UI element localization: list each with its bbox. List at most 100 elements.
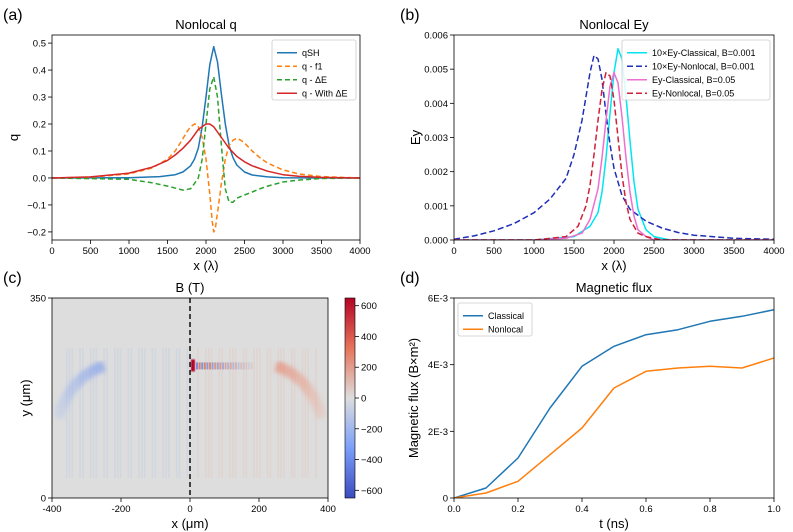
legend-label-1: qSH: [302, 48, 320, 58]
colorbar-tick-label: 600: [361, 301, 377, 312]
x-tick-label: 3500: [723, 246, 744, 257]
series-line-1: [454, 308, 774, 498]
chart-title: Magnetic flux: [576, 280, 653, 295]
x-tick-label: 3000: [272, 246, 293, 257]
heatmap-streak: [232, 348, 234, 478]
heatmap-center-band: [191, 359, 253, 372]
x-tick-label: 1500: [157, 246, 178, 257]
series-line-4: [454, 71, 774, 240]
x-tick-label: 2500: [643, 246, 664, 257]
heatmap-streak: [175, 348, 178, 478]
heatmap-streak: [205, 348, 207, 478]
heatmap-streak: [154, 348, 157, 478]
x-tick-label: 500: [486, 246, 502, 257]
x-tick-label: 0.4: [575, 504, 588, 515]
heatmap-band-cell: [198, 362, 201, 370]
x-tick-label: 0: [451, 246, 456, 257]
heatmap-band-cell: [216, 362, 219, 370]
legend-label-4: q - With ΔE: [302, 89, 348, 99]
heatmap-streak: [162, 348, 164, 478]
x-tick-label: 0.6: [639, 504, 652, 515]
panel-label-a: (a): [3, 7, 23, 24]
x-tick-label: 3500: [311, 246, 332, 257]
heatmap-band-cell: [237, 362, 240, 370]
heatmap-streak: [234, 348, 237, 478]
y-tick-label: 6E-3: [428, 294, 448, 305]
x-tick-label: 400: [320, 504, 336, 515]
y-tick-label: 0: [443, 494, 448, 505]
heatmap-streak: [221, 348, 223, 478]
y-axis-label: Ey: [408, 129, 423, 145]
series-line-1: [454, 47, 774, 240]
heatmap-band-cell: [201, 362, 204, 370]
heatmap-band-cell: [209, 362, 211, 370]
heatmap-band-cell: [229, 362, 232, 370]
heatmap-band-cell: [245, 362, 248, 370]
colorbar: [344, 297, 356, 499]
heatmap-streak: [141, 348, 143, 478]
plot-frame: [453, 297, 775, 499]
y-tick-label: 0: [41, 494, 46, 505]
heatmap-right-arc: [274, 360, 328, 420]
heatmap-streak: [168, 348, 170, 478]
heatmap-band-cell: [240, 362, 243, 370]
heatmap-axes: -400 -200 0 200 400 0 350: [30, 294, 336, 516]
x-tick-label: 1500: [563, 246, 584, 257]
chart-nonlocal-q: Nonlocal q x (λ) q 0 500 1000 1500 2000 2500 3000…: [6, 17, 371, 273]
heatmap-streak: [269, 348, 272, 478]
colorbar-tick-label: −600: [361, 486, 382, 497]
heatmap-streak: [89, 348, 92, 478]
heatmap-streak: [71, 348, 74, 478]
y-tick-label: 0.0: [33, 173, 46, 184]
legend-label-2: q - f1: [302, 62, 323, 72]
heatmap-streak: [114, 348, 116, 478]
heatmap-band-cell: [227, 362, 230, 370]
y-tick-label: 0.4: [33, 66, 46, 77]
y-tick-label: 0.5: [33, 39, 46, 50]
plot-area: [52, 45, 360, 233]
heatmap-streak: [259, 348, 261, 478]
series-line-3: [454, 71, 774, 240]
heatmap-streak: [207, 348, 210, 478]
heatmap-band-cell: [248, 362, 250, 370]
heatmap-streak: [165, 348, 167, 478]
y-tick-label: 350: [30, 294, 46, 305]
series-line-4: [52, 123, 360, 179]
x-tick-label: 1000: [118, 246, 139, 257]
heatmap-streak: [143, 348, 146, 478]
y-tick-label: 0.002: [424, 167, 448, 178]
legend-label-2: 10×Ey-Nonlocal, B=0.001: [652, 62, 755, 72]
y-tick-label: 4E-3: [428, 360, 448, 371]
heatmap-streak: [253, 348, 255, 478]
panel-label-c: (c): [3, 270, 22, 287]
heatmap-streak: [256, 348, 258, 478]
heatmap-band-cell: [203, 362, 206, 370]
x-axis-label: x (λ): [193, 258, 218, 273]
legend-box: [271, 39, 357, 101]
colorbar-tick-label: 200: [361, 363, 377, 374]
heatmap-streak: [116, 348, 119, 478]
heatmap-streak: [79, 348, 81, 478]
heatmap-streak: [106, 348, 108, 478]
heatmap-streak: [280, 348, 282, 478]
x-tick-label: 0: [49, 246, 54, 257]
x-tick-label: 2000: [603, 246, 624, 257]
y-axis-label: y (μm): [18, 379, 33, 416]
x-tick-label: 4000: [349, 246, 370, 257]
heatmap-streak: [210, 348, 213, 478]
colorbar-tick-label: 400: [361, 332, 377, 343]
x-axis-label: x (μm): [171, 516, 208, 531]
heatmap-streak: [151, 348, 154, 478]
heatmap-streak: [119, 348, 122, 478]
heatmap-streak: [186, 348, 189, 478]
heatmap-streak: [301, 348, 304, 478]
x-tick-label: 2000: [195, 246, 216, 257]
heatmap-streak: [103, 348, 106, 478]
x-tick-label: -400: [42, 504, 61, 515]
legend-label-3: q - ΔE: [302, 75, 327, 85]
heatmap-streak: [178, 348, 181, 478]
heatmap-streak: [245, 348, 248, 478]
x-tick-label: 1.0: [767, 504, 780, 515]
heatmap-band-cell: [224, 362, 227, 370]
heatmap-streak: [266, 348, 269, 478]
